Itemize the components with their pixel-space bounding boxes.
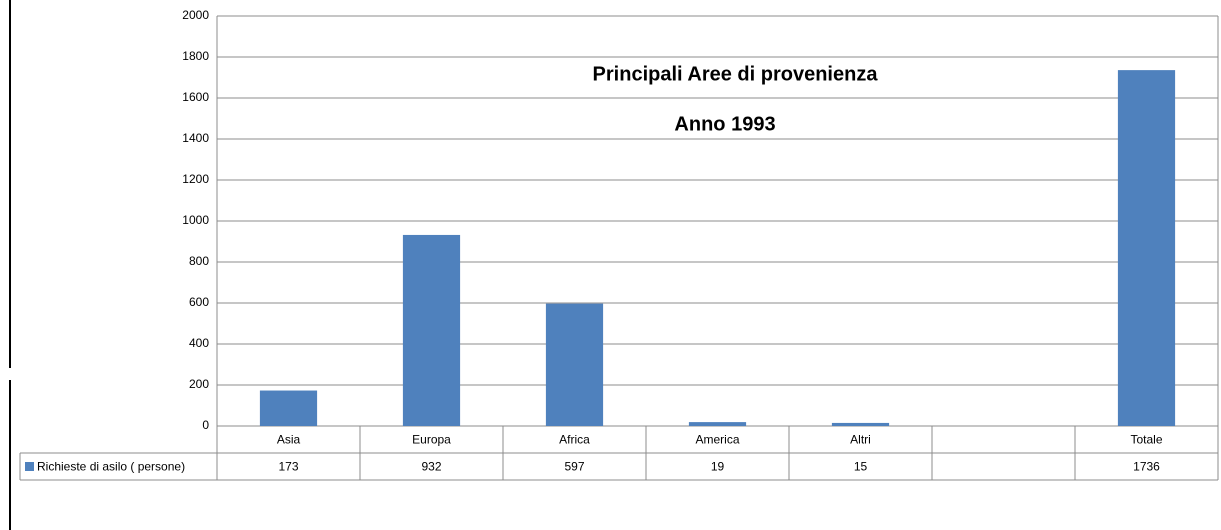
x-tick-label: Asia	[277, 433, 301, 447]
table-value: 19	[711, 460, 725, 474]
bar	[545, 303, 604, 426]
y-tick-label: 1400	[182, 131, 209, 145]
bar	[688, 422, 747, 426]
bar	[259, 390, 318, 426]
y-tick-label: 0	[202, 418, 209, 432]
bar	[831, 422, 890, 426]
table-value: 1736	[1133, 460, 1160, 474]
x-tick-label: Europa	[412, 433, 451, 447]
chart-title: Principali Aree di provenienza	[593, 63, 879, 85]
x-tick-label: Altri	[850, 433, 871, 447]
x-tick-label: Totale	[1130, 433, 1162, 447]
y-tick-label: 2000	[182, 8, 209, 22]
chart-subtitle: Anno 1993	[674, 113, 775, 135]
table-value: 173	[278, 460, 298, 474]
y-tick-label: 200	[189, 377, 209, 391]
y-tick-label: 1800	[182, 49, 209, 63]
legend-label: Richieste di asilo ( persone)	[37, 460, 185, 474]
table-value: 597	[564, 460, 584, 474]
table-value: 932	[421, 460, 441, 474]
bar	[1117, 70, 1176, 427]
y-tick-label: 800	[189, 254, 209, 268]
legend-key	[25, 462, 34, 471]
y-tick-label: 400	[189, 336, 209, 350]
y-tick-label: 1600	[182, 90, 209, 104]
x-tick-label: Africa	[559, 433, 590, 447]
y-tick-label: 1000	[182, 213, 209, 227]
x-tick-label: America	[695, 433, 739, 447]
table-value: 15	[854, 460, 868, 474]
bar	[402, 234, 461, 426]
y-tick-label: 1200	[182, 172, 209, 186]
y-tick-label: 600	[189, 295, 209, 309]
